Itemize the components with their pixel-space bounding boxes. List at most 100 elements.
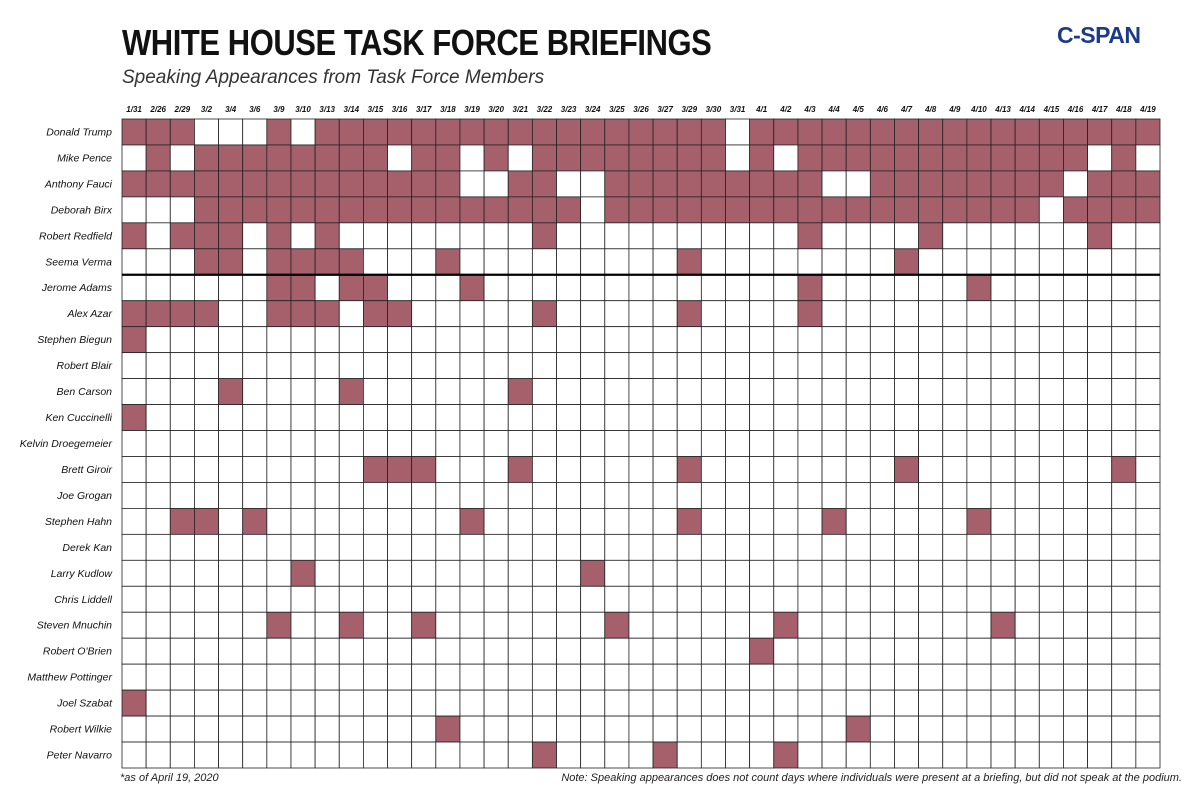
cell-empty bbox=[749, 378, 775, 405]
cell-empty bbox=[556, 222, 582, 250]
cell-spoke bbox=[387, 456, 413, 483]
cell-empty bbox=[290, 482, 316, 509]
cell-empty bbox=[628, 637, 654, 665]
cell-empty bbox=[507, 274, 533, 302]
cell-empty bbox=[242, 430, 268, 457]
column-date-label: 3/6 bbox=[249, 105, 261, 114]
column-date-label: 3/15 bbox=[368, 105, 384, 114]
cell-empty bbox=[700, 352, 726, 380]
cell-spoke bbox=[145, 144, 171, 172]
row-member-label: Kelvin Droegemeier bbox=[20, 438, 113, 450]
cell-spoke bbox=[218, 248, 244, 276]
cell-empty bbox=[773, 430, 799, 457]
row-member-label: Donald Trump bbox=[46, 126, 112, 138]
row-member-label: Robert O'Brien bbox=[43, 646, 112, 658]
cell-empty bbox=[628, 430, 654, 457]
cell-spoke bbox=[1038, 170, 1064, 198]
cell-empty bbox=[1087, 663, 1113, 691]
cell-empty bbox=[411, 585, 437, 613]
cell-empty bbox=[821, 404, 847, 431]
cell-empty bbox=[1014, 404, 1040, 431]
cell-empty bbox=[894, 352, 920, 380]
cell-empty bbox=[604, 482, 630, 509]
cell-spoke bbox=[821, 507, 847, 535]
cell-empty bbox=[1087, 274, 1113, 302]
cell-empty bbox=[290, 689, 316, 717]
cell-empty bbox=[918, 404, 944, 431]
cell-empty bbox=[435, 404, 461, 431]
cell-empty bbox=[1063, 559, 1088, 587]
cell-empty bbox=[218, 533, 244, 561]
cell-spoke bbox=[1111, 456, 1137, 483]
cell-empty bbox=[121, 378, 147, 405]
row-member-label: Robert Redfield bbox=[39, 230, 113, 242]
cell-spoke bbox=[628, 118, 654, 146]
cell-empty bbox=[1111, 352, 1137, 380]
cell-empty bbox=[1135, 248, 1161, 276]
cell-empty bbox=[266, 715, 292, 743]
row-member-label: Larry Kudlow bbox=[51, 568, 114, 580]
cell-spoke bbox=[797, 196, 823, 224]
cell-empty bbox=[966, 378, 992, 405]
cell-spoke bbox=[676, 456, 702, 483]
cell-empty bbox=[194, 611, 219, 639]
column-date-label: 3/17 bbox=[416, 105, 432, 114]
cell-spoke bbox=[990, 144, 1016, 172]
cell-spoke bbox=[676, 144, 702, 172]
cell-empty bbox=[483, 611, 509, 639]
cell-empty bbox=[459, 456, 485, 483]
cell-empty bbox=[628, 274, 654, 302]
cell-empty bbox=[1038, 378, 1064, 405]
cell-empty bbox=[652, 482, 678, 509]
cell-empty bbox=[990, 352, 1016, 380]
cell-spoke bbox=[966, 144, 992, 172]
cell-empty bbox=[435, 611, 461, 639]
cell-empty bbox=[362, 637, 388, 665]
cell-empty bbox=[966, 715, 992, 743]
cell-empty bbox=[990, 741, 1016, 769]
cell-empty bbox=[1014, 585, 1040, 613]
cell-empty bbox=[797, 689, 823, 717]
cell-spoke bbox=[242, 144, 268, 172]
cell-empty bbox=[918, 585, 944, 613]
cell-empty bbox=[894, 689, 920, 717]
cell-empty bbox=[725, 430, 751, 457]
cell-empty bbox=[435, 456, 461, 483]
column-date-label: 4/2 bbox=[779, 105, 792, 114]
cell-empty bbox=[894, 222, 920, 250]
cell-spoke bbox=[1063, 144, 1088, 172]
cell-empty bbox=[1087, 611, 1113, 639]
cell-empty bbox=[990, 326, 1016, 354]
cell-empty bbox=[387, 663, 413, 691]
cell-spoke bbox=[531, 222, 557, 250]
cell-spoke bbox=[1087, 222, 1113, 250]
cell-empty bbox=[169, 663, 195, 691]
cell-empty bbox=[845, 482, 871, 509]
cell-empty bbox=[362, 611, 388, 639]
cell-empty bbox=[942, 352, 968, 380]
column-date-label: 4/15 bbox=[1043, 105, 1060, 114]
cell-empty bbox=[387, 741, 413, 769]
cell-empty bbox=[242, 715, 268, 743]
cell-empty bbox=[990, 430, 1016, 457]
cell-empty bbox=[556, 585, 582, 613]
cell-empty bbox=[1063, 248, 1088, 276]
cell-empty bbox=[1063, 663, 1088, 691]
cell-empty bbox=[483, 715, 509, 743]
cell-empty bbox=[556, 741, 582, 769]
cell-empty bbox=[459, 144, 485, 172]
cell-empty bbox=[459, 559, 485, 587]
cell-empty bbox=[169, 689, 195, 717]
cell-spoke bbox=[966, 507, 992, 535]
cell-spoke bbox=[676, 170, 702, 198]
cell-spoke bbox=[266, 170, 292, 198]
column-date-label: 4/14 bbox=[1018, 105, 1035, 114]
cell-empty bbox=[773, 300, 799, 328]
cell-empty bbox=[218, 741, 244, 769]
cell-empty bbox=[966, 741, 992, 769]
cell-empty bbox=[1038, 248, 1064, 276]
cell-empty bbox=[869, 378, 895, 405]
cell-empty bbox=[821, 533, 847, 561]
cell-empty bbox=[652, 689, 678, 717]
cell-empty bbox=[338, 352, 364, 380]
